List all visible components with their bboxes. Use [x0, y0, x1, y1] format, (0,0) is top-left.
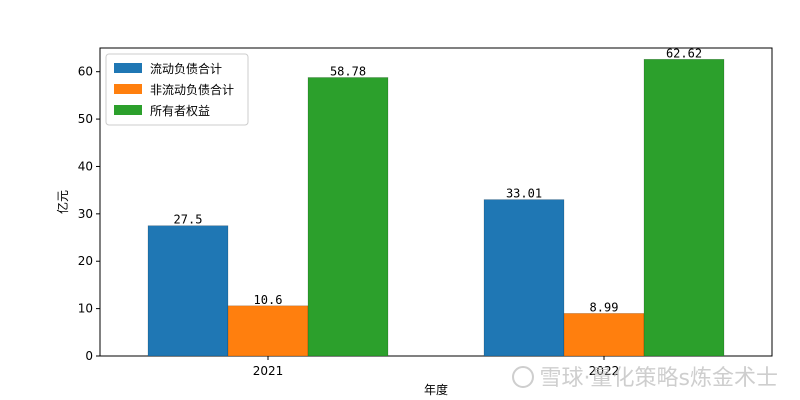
- bar: [483, 199, 565, 357]
- legend-swatch: [114, 63, 142, 73]
- legend-entry: 所有者权益: [150, 104, 210, 118]
- data-labels: 27.5 10.6 58.78 33.01 8.99 62.62: [174, 46, 703, 314]
- legend-swatch: [114, 105, 142, 115]
- watermark-text: 雪球·量化策略s炼金术士: [539, 366, 778, 391]
- y-tick-label: 30: [78, 207, 93, 221]
- y-tick-label: 20: [78, 254, 93, 268]
- legend-entry: 非流动负债合计: [150, 82, 234, 97]
- bar: [307, 77, 389, 357]
- y-tick-label: 10: [78, 302, 93, 316]
- data-label: 62.62: [666, 46, 702, 60]
- y-tick-label: 50: [78, 112, 93, 126]
- y-tick-label: 60: [78, 65, 93, 79]
- plot-frame: [99, 47, 773, 357]
- x-axis: 2021 2022: [253, 356, 620, 378]
- data-label: 10.6: [254, 293, 283, 307]
- x-axis-label: 年度: [424, 382, 448, 397]
- snowball-logo-icon: [511, 366, 534, 388]
- bar: [643, 58, 725, 357]
- bar: [563, 313, 645, 357]
- watermark: 雪球·量化策略s炼金术士: [511, 360, 778, 392]
- y-axis-label: 亿元: [55, 190, 70, 214]
- legend-entry: 流动负债合计: [150, 61, 222, 76]
- data-label: 58.78: [330, 64, 366, 78]
- data-label: 27.5: [174, 213, 203, 227]
- y-tick-label: 40: [78, 159, 93, 173]
- y-tick-label: 0: [85, 349, 93, 363]
- data-label: 8.99: [590, 300, 619, 314]
- data-label: 33.01: [506, 187, 542, 201]
- y-axis: 0 10 20 30 40 50 60: [78, 65, 100, 363]
- bar: [147, 225, 229, 357]
- legend-swatch: [114, 84, 142, 94]
- x-tick-label: 2022: [589, 364, 620, 378]
- bar: [227, 305, 309, 357]
- plot-area: [99, 47, 773, 357]
- x-tick-label: 2021: [253, 364, 284, 378]
